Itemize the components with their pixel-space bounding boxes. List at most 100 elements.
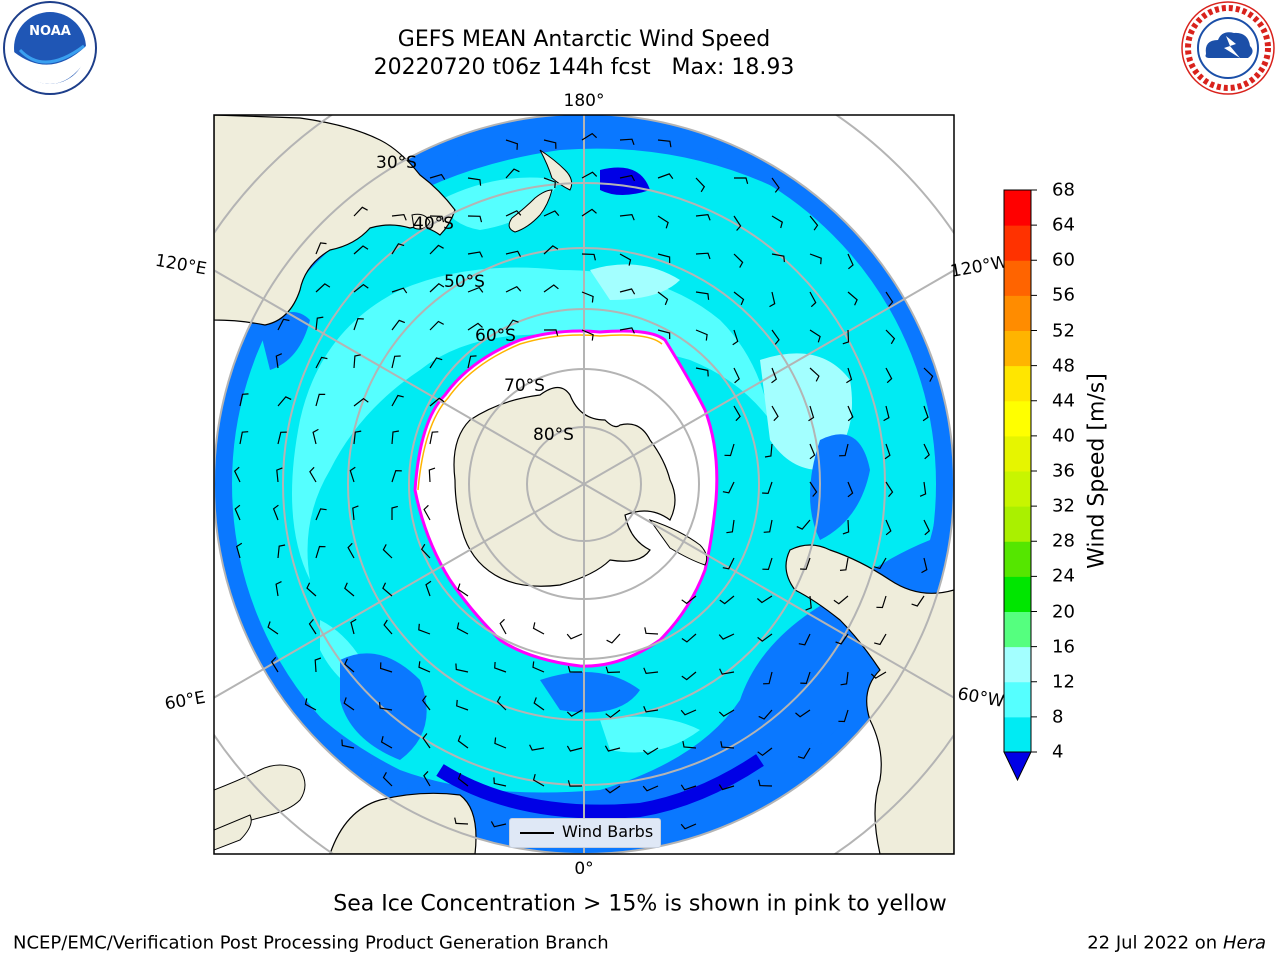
wind-barb — [718, 784, 735, 791]
wind-barb — [884, 443, 891, 460]
wind-barb — [314, 657, 322, 673]
wind-barb — [505, 250, 522, 257]
wind-barb — [239, 431, 249, 445]
wind-barb — [771, 367, 778, 384]
wind-barb — [758, 709, 773, 720]
wind-barb — [418, 623, 431, 635]
colorbar-extend-arrow — [1003, 751, 1032, 782]
wind-barb — [757, 595, 773, 604]
wind-barb — [505, 285, 522, 293]
lat-label-50s: 50°S — [444, 272, 485, 292]
wind-barb — [771, 215, 783, 229]
wind-barb — [733, 253, 744, 268]
footer-date-text: 22 Jul 2022 on — [1087, 932, 1218, 954]
colorbar-tick-label: 36 — [1052, 460, 1075, 482]
wind-barb — [922, 405, 929, 422]
wind-barb — [353, 206, 368, 217]
wind-barb — [805, 595, 812, 611]
wind-barb — [643, 706, 659, 713]
lon-label-120w: 120°W — [949, 252, 1010, 282]
wind-barb — [382, 772, 393, 787]
colorbar-segment — [1004, 330, 1031, 367]
wind-barb — [567, 666, 582, 673]
lat-label-60s: 60°S — [475, 326, 516, 346]
wind-barb — [315, 283, 331, 293]
wind-barb — [275, 581, 282, 597]
wind-barb — [353, 245, 369, 255]
wind-barb — [581, 171, 598, 179]
sea-ice-note: Sea Ice Concentration > 15% is shown in … — [333, 891, 947, 917]
wind-barb — [771, 329, 780, 345]
wind-barb — [493, 777, 507, 787]
nws-logo — [1181, 1, 1275, 95]
wind-barb — [529, 744, 545, 751]
wind-barb — [719, 595, 735, 605]
wind-barb — [566, 633, 583, 640]
lon-label-60e: 60°E — [163, 688, 207, 715]
wind-barb — [724, 443, 735, 457]
wind-barb — [762, 557, 773, 571]
wind-barb — [722, 557, 735, 570]
wind-barb — [505, 139, 519, 150]
legend-label: Wind Barbs — [562, 822, 654, 841]
colorbar-tick-label: 16 — [1052, 636, 1075, 658]
colorbar-label: Wind Speed [m/s] — [1084, 373, 1110, 569]
wind-barb — [923, 443, 930, 460]
wind-barb — [277, 396, 292, 407]
colorbar-segment — [1004, 716, 1031, 753]
wind-barb — [695, 291, 710, 300]
wind-barb — [352, 505, 359, 521]
colorbar-tick-label: 60 — [1052, 249, 1075, 271]
wind-barb — [315, 316, 324, 331]
wind-barb — [347, 542, 355, 559]
wind-barb — [680, 823, 697, 830]
wind-barb — [309, 466, 317, 483]
wind-barb — [391, 214, 407, 221]
wind-barb — [499, 618, 507, 635]
wind-barb — [758, 779, 773, 787]
wind-barb — [919, 481, 927, 497]
wind-barb — [680, 784, 697, 791]
wind-barb — [353, 317, 364, 331]
colorbar-segment — [1004, 576, 1031, 612]
wind-barb — [876, 595, 887, 609]
wind-barb — [883, 405, 890, 422]
wind-barb — [533, 697, 545, 711]
wind-barb — [763, 519, 773, 533]
wind-barb — [809, 367, 820, 382]
wind-barb — [315, 242, 327, 255]
wind-barb — [429, 215, 445, 223]
wind-barb — [421, 695, 431, 711]
wind-barb — [842, 519, 850, 535]
wind-barb — [619, 288, 636, 295]
wind-barb — [349, 466, 356, 483]
wind-barb — [757, 747, 773, 757]
wind-barb — [275, 353, 283, 369]
colorbar-tick-label: 24 — [1052, 565, 1075, 587]
wind-barb — [454, 817, 469, 825]
wind-barb — [353, 283, 369, 293]
colorbar-segment — [1004, 260, 1031, 296]
wind-barb — [457, 583, 469, 597]
wind-barb — [619, 214, 635, 221]
wind-barb — [505, 168, 520, 179]
wind-barb — [923, 367, 934, 382]
wind-barb — [800, 557, 811, 570]
wind-barb — [543, 139, 557, 149]
wind-barb — [233, 466, 241, 483]
colorbar-tick-label: 40 — [1052, 425, 1075, 447]
wind-barb — [846, 367, 853, 384]
wind-barb — [695, 252, 711, 260]
wind-barb — [428, 467, 436, 483]
wind-barb — [757, 633, 773, 642]
wind-barb — [315, 356, 328, 369]
wind-barb — [467, 177, 482, 186]
wind-barb — [308, 619, 317, 635]
colorbar-segment — [1004, 400, 1031, 437]
wind-barb — [467, 286, 484, 293]
africa — [329, 792, 477, 854]
colorbar-tick-label: 32 — [1052, 495, 1075, 517]
wind-barb — [277, 318, 290, 331]
wind-barb — [733, 291, 745, 306]
wind-barb — [315, 545, 326, 559]
